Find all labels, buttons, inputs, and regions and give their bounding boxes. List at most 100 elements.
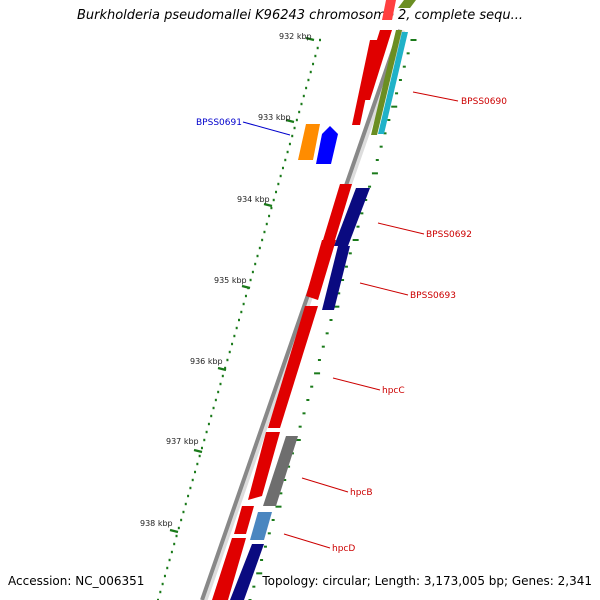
gene-labels: BPSS0691 BPSS0690 BPSS0692 BPSS0693 hpcC… [196,97,507,554]
guide-dot [294,439,301,441]
gene-label-hpcc[interactable]: hpcC [382,386,405,396]
ruler-dot [240,310,243,314]
ruler-dot [219,382,222,386]
cds-block[interactable] [212,538,246,600]
ruler-dot [265,222,268,226]
ruler-dot [170,550,173,554]
guide-dot [387,119,391,121]
cds-olive[interactable] [398,0,416,8]
cds-block[interactable] [323,184,352,240]
guide-dot [267,532,271,535]
guide-dot [310,385,314,388]
ruler-dot [212,406,215,410]
ruler-dot [268,214,271,218]
cds-navy[interactable] [322,246,350,310]
guide-dot [329,319,333,321]
cds-cyan[interactable] [378,32,408,134]
gene-label-hpcd[interactable]: hpcD [332,544,355,554]
ruler-dot [316,46,319,50]
label-leaders [242,91,459,549]
guide-dot [283,479,287,481]
guide-dot [314,372,321,375]
guide-line [248,39,417,600]
guide-dot [344,265,348,268]
cds-block[interactable] [306,240,336,300]
ruler-dot [207,422,210,426]
cds-block[interactable] [352,40,378,125]
ruler-dot [214,398,217,402]
ruler-dot [249,278,252,282]
gene-label-hpcb[interactable]: hpcB [350,488,373,498]
guide-dot [368,185,372,188]
ruler-dot [279,174,282,178]
ruler-dot [221,374,224,378]
cds-gray[interactable] [263,436,298,506]
ruler-dot [251,270,254,274]
ruler-dot [233,334,236,338]
ruler-dot [254,262,257,266]
ruler-dot [309,70,312,74]
gene-label-bpss0693[interactable]: BPSS0693 [410,291,456,301]
ruler-dot [242,302,245,306]
ruler-dot [163,574,166,578]
ruler-dot [286,150,289,154]
cds-block[interactable] [248,432,280,500]
guide-dot [371,172,378,175]
gene-label-bpss0692[interactable]: BPSS0692 [426,230,472,240]
gene-label-bpss0690[interactable]: BPSS0690 [461,97,507,107]
guide-dot [333,305,340,308]
ruler-label: 938 kbp [140,519,173,528]
backbone [200,28,406,600]
ruler-tick [285,118,295,124]
guide-dot [391,105,398,108]
ruler-dot [293,126,296,130]
cds-olive[interactable] [371,30,402,135]
guide-dot [398,79,402,81]
ruler-dot [277,182,280,186]
guide-dot [317,359,321,361]
ruler-dot [168,558,171,562]
ruler-label: 935 kbp [214,276,247,285]
cds-orange[interactable] [298,124,320,160]
ruler-dot [261,238,264,242]
guide-dot [260,559,264,561]
ruler-dot [305,86,308,90]
ruler-dot [256,254,259,258]
ruler-dot [307,78,310,82]
ruler-dot [203,438,206,442]
ruler-label: 933 kbp [258,113,291,122]
ruler-dot [288,142,291,146]
guide-dot [321,345,325,348]
ruler-dot [180,518,183,522]
cds-navy[interactable] [334,188,370,246]
ruler-dot [191,478,194,482]
cds-navy[interactable] [230,544,264,600]
gene-label-bpss0691[interactable]: BPSS0691 [196,118,242,128]
cds-block[interactable] [234,506,254,534]
ruler-tick [217,366,227,372]
cds-steel[interactable] [250,512,272,540]
ruler-dot [291,134,294,138]
cds-block[interactable] [382,0,396,20]
cds-blue[interactable] [316,126,338,164]
guide-dot [352,239,359,241]
guide-dot [263,545,267,548]
ruler-dot [196,462,199,466]
ruler-dot [263,230,266,234]
ruler-label: 932 kbp [279,32,312,41]
ruler-dot [166,566,169,570]
guide-dot [379,145,383,148]
ruler-dot [173,542,176,546]
guide-dot [252,585,256,588]
guide-dot [348,252,352,255]
cds-block[interactable] [268,306,318,428]
ruler-dot [205,430,208,434]
ruler-dot [161,582,164,586]
guide-dot [410,39,417,41]
ruler-dot [175,534,178,538]
ruler-dot [228,350,231,354]
ruler-label: 936 kbp [190,357,223,366]
ruler-dot [194,470,197,474]
ruler [157,36,321,600]
ruler-dot [226,358,229,362]
